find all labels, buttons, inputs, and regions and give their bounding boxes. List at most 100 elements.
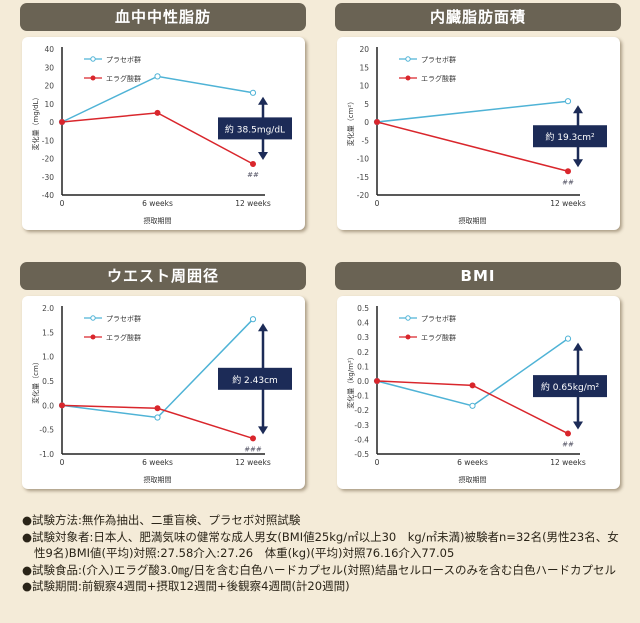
y-tick-label: -0.4: [354, 435, 369, 444]
x-axis-label: 摂取期間: [459, 216, 487, 225]
y-tick-label: -0.3: [354, 421, 369, 430]
y-axis-label: 変化量（kg/m²）: [346, 353, 355, 408]
chart-svg: 2.0 1.5 1.0 0.5 0.0 -0.5 -1.0 0 6 weeks 12 weeks 摂…: [31, 304, 292, 484]
legend-ellagic-label: エラグ酸群: [106, 74, 141, 83]
study-notes: ●試験方法:無作為抽出、二重盲検、プラセボ対照試験 ●試験対象者:日本人、肥満気…: [22, 512, 622, 595]
difference-box: [533, 125, 607, 148]
difference-label: 約 38.5mg/dL: [225, 123, 285, 135]
legend-placebo-marker: [90, 56, 96, 62]
y-tick-label: 1.5: [42, 328, 54, 337]
chart-card: 20 15 10 5 0 -5 -10 -15 -20 0 12 weeks 摂取期間 変化量（cm²）…: [337, 37, 620, 230]
difference-box: [218, 117, 292, 140]
y-tick-label: -0.2: [354, 406, 369, 415]
significance-mark: ##: [562, 441, 574, 449]
legend-placebo-marker: [90, 315, 96, 321]
difference-label: 約 19.3cm²: [545, 131, 595, 143]
x-tick-label: 12 weeks: [550, 458, 586, 467]
arrow-down-icon: [258, 426, 268, 435]
y-tick-label: -0.5: [354, 450, 369, 459]
y-tick-label: 15: [359, 63, 369, 72]
y-tick-label: 2.0: [42, 304, 54, 313]
x-tick-label: 0: [60, 458, 65, 467]
ellagic-point: [250, 435, 256, 442]
y-tick-label: 30: [44, 63, 54, 72]
ellagic-point: [59, 119, 65, 125]
y-tick-label: -10: [357, 155, 369, 164]
y-tick-label: -20: [357, 191, 369, 200]
difference-box: [533, 375, 607, 398]
ellagic-point: [154, 109, 161, 116]
y-tick-label: 40: [44, 45, 54, 54]
y-tick-label: 0: [49, 118, 54, 127]
chart-panel-waist: ウエスト周囲径 2.0 1.5 1.0 0.5 0.0 -0.5 -1.0 0 6 weeks 1…: [20, 262, 306, 489]
placebo-line: [376, 100, 569, 123]
placebo-point: [564, 335, 572, 342]
ellagic-point: [374, 119, 380, 125]
significance-mark: ##: [247, 171, 259, 179]
y-tick-label: 0.4: [357, 319, 369, 328]
legend-ellagic-marker: [90, 75, 96, 81]
chart-svg: 40 30 20 10 0 -10 -20 -30 -40 0 6 weeks 12 weeks 摂取期…: [31, 45, 292, 225]
legend-ellagic-label: エラグ酸群: [421, 74, 456, 83]
y-tick-label: 0.1: [357, 362, 369, 371]
chart-panel-visceral-fat: 内臓脂肪面積 20 15 10 5 0 -5 -10 -15 -20 0 12 weeks 摂取期間 変…: [335, 3, 621, 230]
placebo-point: [564, 98, 572, 105]
x-tick-label: 0: [60, 199, 65, 208]
legend-placebo-label: プラセボ群: [421, 55, 456, 64]
ellagic-line: [376, 121, 569, 173]
y-tick-label: 0.2: [357, 348, 369, 357]
note-test-food: ●試験食品:(介入)エラグ酸3.0㎎/日を含む白色ハードカプセル(対照)結晶セル…: [22, 562, 616, 577]
chart-title: BMI: [335, 262, 621, 290]
arrow-down-icon: [573, 421, 583, 430]
chart-svg: 20 15 10 5 0 -5 -10 -15 -20 0 12 weeks 摂取期間 変化量（cm²）…: [346, 45, 607, 225]
x-axis-label: 摂取期間: [144, 216, 172, 225]
difference-box: [218, 367, 292, 390]
x-axis-label: 摂取期間: [144, 475, 172, 484]
y-tick-label: -0.1: [354, 392, 369, 401]
legend-ellagic-marker: [405, 334, 411, 340]
ellagic-point: [565, 430, 571, 437]
placebo-point: [154, 73, 161, 80]
note-subjects: ●試験対象者:日本人、肥満気味の健常な成人男女(BMI値25kg/㎡以上30 k…: [22, 529, 619, 561]
y-tick-label: 20: [359, 45, 369, 54]
x-tick-label: 12 weeks: [235, 458, 271, 467]
placebo-point: [469, 402, 476, 409]
x-tick-label: 0: [375, 458, 380, 467]
arrow-down-icon: [573, 159, 583, 168]
arrow-up-icon: [573, 105, 583, 114]
y-axis-label: 変化量（cm）: [31, 358, 40, 404]
y-tick-label: 0.5: [357, 304, 369, 313]
y-tick-label: -1.0: [39, 450, 54, 459]
y-tick-label: 1.0: [42, 353, 54, 362]
legend-ellagic-label: エラグ酸群: [421, 333, 456, 342]
legend-placebo-label: プラセボ群: [421, 314, 456, 323]
y-tick-label: -10: [42, 136, 54, 145]
ellagic-point: [59, 402, 65, 409]
y-tick-label: 0.3: [357, 333, 369, 342]
x-axis-label: 摂取期間: [459, 475, 487, 484]
legend-ellagic-label: エラグ酸群: [106, 333, 141, 342]
arrow-up-icon: [258, 96, 268, 105]
ellagic-point: [469, 382, 476, 389]
placebo-point: [154, 414, 161, 421]
chart-title: 内臓脂肪面積: [335, 3, 621, 31]
x-tick-label: 6 weeks: [142, 458, 173, 467]
x-tick-label: 0: [375, 199, 380, 208]
difference-label: 約 0.65kg/m²: [541, 381, 600, 393]
placebo-point: [249, 316, 257, 323]
legend-ellagic-marker: [405, 75, 411, 81]
difference-label: 約 2.43cm: [232, 374, 278, 386]
x-tick-label: 6 weeks: [142, 199, 173, 208]
legend-placebo-marker: [405, 56, 411, 62]
x-tick-label: 12 weeks: [235, 199, 271, 208]
significance-mark: ###: [244, 445, 262, 453]
chart-card: 2.0 1.5 1.0 0.5 0.0 -0.5 -1.0 0 6 weeks 12 weeks 摂…: [22, 296, 305, 489]
ellagic-point: [250, 160, 256, 167]
chart-card: 0.5 0.4 0.3 0.2 0.1 0.0 -0.1 -0.2 -0.3 -0.4 -0.5 0 6…: [337, 296, 620, 489]
arrow-up-icon: [258, 323, 268, 332]
arrow-up-icon: [573, 342, 583, 351]
ellagic-point: [154, 405, 161, 412]
y-tick-label: 0.0: [42, 401, 54, 410]
y-tick-label: -40: [42, 191, 54, 200]
chart-panel-bmi: BMI 0.5 0.4 0.3 0.2 0.1 0.0 -0.1 -0.2 -0.3 -0.4 -0…: [335, 262, 621, 489]
